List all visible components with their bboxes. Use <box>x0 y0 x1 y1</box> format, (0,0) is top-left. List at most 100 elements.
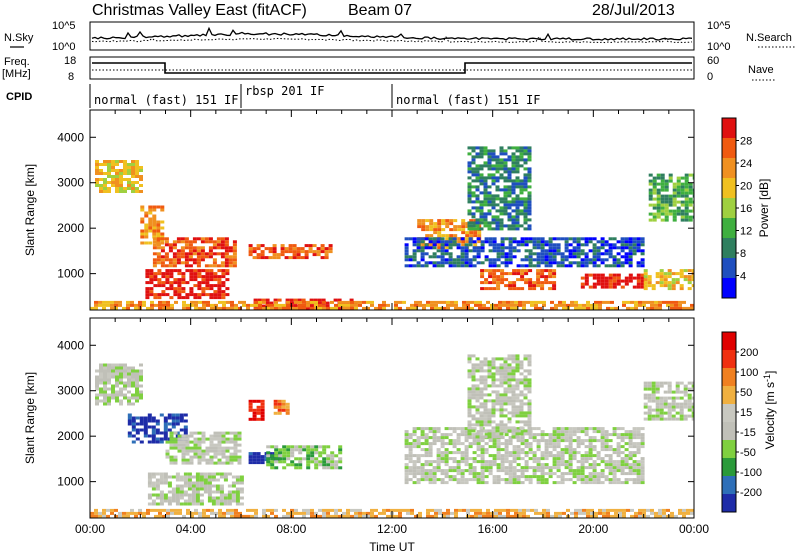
heatmap-cell <box>479 182 484 186</box>
heatmap-cell <box>600 481 605 485</box>
heatmap-cell <box>420 436 425 440</box>
heatmap-cell <box>479 179 484 183</box>
heatmap-cell <box>470 300 474 304</box>
heatmap-cell <box>448 255 453 259</box>
heatmap-cell <box>475 194 480 198</box>
heatmap-cell <box>675 390 680 394</box>
heatmap-cell <box>475 170 480 174</box>
heatmap-cell <box>584 439 589 443</box>
heatmap-cell <box>330 466 335 470</box>
heatmap-cell <box>527 390 532 394</box>
heatmap-cell <box>572 430 577 434</box>
heatmap-cell <box>602 508 606 512</box>
heatmap-cell <box>175 419 180 423</box>
heatmap-cell <box>181 455 186 459</box>
heatmap-cell <box>460 430 465 434</box>
heatmap-cell <box>130 300 134 304</box>
heatmap-cell <box>445 222 450 226</box>
heatmap-cell <box>572 472 577 476</box>
heatmap-cell <box>188 246 193 250</box>
heatmap-cell <box>512 246 517 250</box>
heatmap-cell <box>558 300 562 304</box>
heatmap-cell <box>584 240 589 244</box>
heatmap-cell <box>548 475 553 479</box>
heatmap-cell <box>510 300 514 304</box>
heatmap-cell <box>139 416 144 420</box>
heatmap-cell <box>664 188 669 192</box>
heatmap-cell <box>620 481 625 485</box>
heatmap-cell <box>123 393 127 397</box>
heatmap-cell <box>362 511 366 515</box>
heatmap-cell <box>536 272 541 276</box>
colorbar-tick-label: 28 <box>740 136 752 148</box>
heatmap-cell <box>177 272 182 276</box>
heatmap-cell <box>662 511 666 515</box>
heatmap-cell <box>476 246 481 250</box>
heatmap-cell <box>223 478 228 482</box>
heatmap-cell <box>620 436 625 440</box>
heatmap-cell <box>520 481 525 485</box>
heatmap-cell <box>519 212 524 216</box>
heatmap-cell <box>479 402 484 406</box>
heatmap-cell <box>524 439 529 443</box>
heatmap-cell <box>568 249 573 253</box>
heatmap-cell <box>616 436 621 440</box>
heatmap-cell <box>410 511 414 515</box>
heatmap-cell <box>322 457 327 461</box>
heatmap-cell <box>508 472 513 476</box>
heatmap-cell <box>507 218 512 222</box>
heatmap-cell <box>131 434 136 438</box>
heatmap-cell <box>570 300 574 304</box>
heatmap-cell <box>166 303 170 307</box>
heatmap-cell <box>658 511 662 515</box>
heatmap-cell <box>540 469 545 473</box>
heatmap-cell <box>660 185 665 189</box>
heatmap-cell <box>195 478 200 482</box>
heatmap-cell <box>467 411 472 415</box>
heatmap-cell <box>221 296 226 300</box>
heatmap-cell <box>232 249 237 253</box>
heatmap-cell <box>382 508 386 512</box>
heatmap-cell <box>500 275 505 279</box>
heatmap-cell <box>604 243 609 247</box>
heatmap-cell <box>472 264 477 268</box>
heatmap-cell <box>592 466 597 470</box>
heatmap-cell <box>516 278 521 282</box>
heatmap-cell <box>500 237 505 241</box>
heatmap-cell <box>600 276 605 280</box>
heatmap-cell <box>322 445 327 449</box>
heatmap-cell <box>163 428 168 432</box>
heatmap-cell <box>556 252 561 256</box>
heatmap-cell <box>183 425 188 429</box>
heatmap-cell <box>233 446 238 450</box>
heatmap-cell <box>471 221 476 225</box>
heatmap-cell <box>512 472 517 476</box>
heatmap-cell <box>568 436 573 440</box>
heatmap-cell <box>560 439 565 443</box>
heatmap-cell <box>326 306 330 310</box>
heatmap-cell <box>640 475 645 479</box>
heatmap-cell <box>515 155 520 159</box>
heatmap-cell <box>592 249 597 253</box>
heatmap-cell <box>608 237 613 241</box>
heatmap-cell <box>412 469 417 473</box>
heatmap-cell <box>596 276 601 280</box>
heatmap-cell <box>131 175 135 178</box>
heatmap-cell <box>127 384 131 388</box>
heatmap-cell <box>624 478 629 482</box>
heatmap-cell <box>286 511 290 515</box>
heatmap-cell <box>508 249 513 253</box>
heatmap-cell <box>412 481 417 485</box>
heatmap-cell <box>230 306 234 310</box>
heatmap-cell <box>432 427 437 431</box>
heatmap-cell <box>620 466 625 470</box>
heatmap-cell <box>114 300 118 304</box>
heatmap-cell <box>572 451 577 455</box>
heatmap-cell <box>131 375 135 379</box>
heatmap-cell <box>147 434 152 438</box>
heatmap-cell <box>94 306 98 310</box>
heatmap-cell <box>499 200 504 204</box>
heatmap-cell <box>582 303 586 307</box>
heatmap-cell <box>496 454 501 458</box>
heatmap-cell <box>99 393 103 397</box>
